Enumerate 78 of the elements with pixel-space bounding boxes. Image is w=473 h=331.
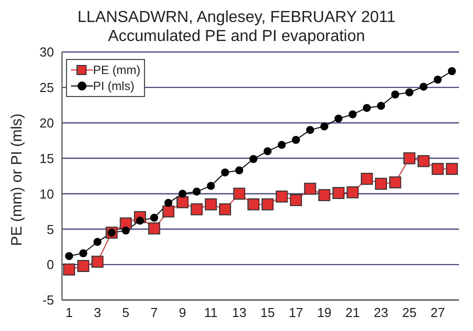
point [405,88,414,96]
point [148,222,160,234]
y-axis-title: PE (mm) or PI (mls) [8,114,26,246]
y-tick-label: 25 [40,80,54,96]
x-tick-label: 7 [150,305,158,320]
point [264,147,272,156]
point [434,76,442,84]
point [420,82,428,91]
y-tick-label: 30 [40,44,54,60]
point [320,122,328,130]
point [221,168,230,176]
point [278,140,286,149]
point [206,182,215,190]
point [306,126,314,134]
point [235,166,244,174]
x-tick-label: 3 [94,305,102,320]
legend-label: PI (mls) [93,78,134,94]
x-tick-label: 9 [178,305,186,320]
y-tick-label: 15 [40,150,54,166]
point [348,110,357,118]
point [192,188,201,196]
point [150,214,158,222]
point [377,102,386,110]
x-tick-label: 11 [204,305,218,320]
point [375,178,388,190]
point [190,203,203,216]
y-tick-label: 20 [40,115,54,130]
point [233,188,246,200]
point [164,198,172,207]
y-tick-label: 0 [46,257,54,272]
point [77,260,90,272]
point [79,249,88,258]
point [176,196,189,208]
point [65,252,74,260]
point [360,172,373,185]
point [446,162,458,175]
x-tick-label: 27 [430,305,445,320]
x-tick-label: 19 [317,305,332,320]
point [318,189,330,202]
point [389,176,402,188]
point [249,154,258,163]
point [391,90,400,99]
point [178,190,187,198]
point [247,198,260,210]
point [91,256,104,268]
y-tick-label: 10 [40,186,54,202]
chart-title: LLANSADWRN, Anglesey, FEBRUARY 2011 [76,8,397,27]
point [219,203,232,216]
point [262,198,274,210]
x-tick-label: 1 [65,305,73,320]
point [432,162,444,175]
point [93,238,102,246]
point [304,182,316,195]
point [292,136,300,144]
x-tick-label: 5 [122,305,130,320]
y-tick-label: -5 [42,292,54,308]
x-tick-label: 17 [288,305,304,320]
chart-subtitle: Accumulated PE and PI evaporation [106,27,366,46]
point [290,194,302,206]
x-tick-label: 13 [232,305,246,320]
point [276,190,288,203]
x-tick-label: 21 [345,305,360,320]
point [122,226,130,235]
point [162,205,174,218]
y-tick-label: 5 [46,222,54,237]
point [334,114,342,123]
x-tick-label: 23 [374,305,388,320]
point [362,104,371,112]
point [448,67,456,76]
point [403,152,416,164]
point [204,198,217,210]
point [346,186,359,198]
legend-label: PE (mm) [93,62,140,78]
point [63,264,76,276]
point [418,155,430,168]
x-tick-label: 15 [260,305,275,320]
point [332,187,344,200]
x-tick-label: 25 [402,305,417,320]
